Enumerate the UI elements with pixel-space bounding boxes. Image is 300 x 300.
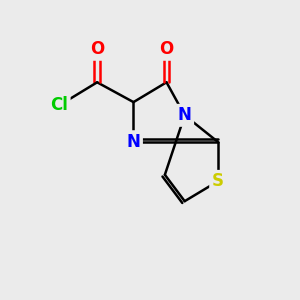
Text: O: O [159, 40, 174, 58]
Text: Cl: Cl [50, 96, 68, 114]
Text: S: S [212, 172, 224, 190]
Text: N: N [178, 106, 192, 124]
Text: N: N [127, 133, 140, 151]
Text: O: O [90, 40, 104, 58]
